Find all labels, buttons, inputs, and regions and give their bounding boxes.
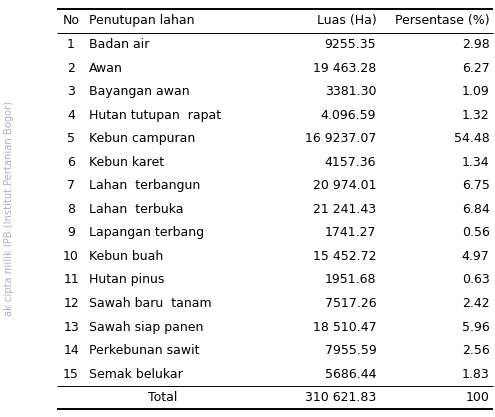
Text: 3381.30: 3381.30: [325, 85, 376, 98]
Text: ak cipta milik IPB (Institut Pertanian Bogor): ak cipta milik IPB (Institut Pertanian B…: [4, 101, 14, 316]
Text: Lahan  terbangun: Lahan terbangun: [89, 179, 200, 192]
Text: 1.09: 1.09: [462, 85, 490, 98]
Text: Perkebunan sawit: Perkebunan sawit: [89, 344, 199, 357]
Text: Badan air: Badan air: [89, 38, 149, 51]
Text: 2.56: 2.56: [462, 344, 490, 357]
Text: 21 241.43: 21 241.43: [313, 203, 376, 216]
Text: 0.56: 0.56: [462, 226, 490, 239]
Text: 5686.44: 5686.44: [325, 368, 376, 381]
Text: Hutan tutupan  rapat: Hutan tutupan rapat: [89, 109, 221, 122]
Text: 310 621.83: 310 621.83: [305, 391, 376, 404]
Text: Sawah baru  tanam: Sawah baru tanam: [89, 297, 211, 310]
Text: 8: 8: [67, 203, 75, 216]
Text: 1951.68: 1951.68: [325, 274, 376, 286]
Text: 7: 7: [67, 179, 75, 192]
Text: 1: 1: [67, 38, 75, 51]
Text: Bayangan awan: Bayangan awan: [89, 85, 189, 98]
Text: 9: 9: [67, 226, 75, 239]
Text: 2: 2: [67, 62, 75, 75]
Text: Sawah siap panen: Sawah siap panen: [89, 321, 203, 334]
Text: 2.98: 2.98: [462, 38, 490, 51]
Text: 19 463.28: 19 463.28: [313, 62, 376, 75]
Text: 5: 5: [67, 132, 75, 145]
Text: Kebun campuran: Kebun campuran: [89, 132, 195, 145]
Text: 54.48: 54.48: [454, 132, 490, 145]
Text: 3: 3: [67, 85, 75, 98]
Text: 4157.36: 4157.36: [325, 156, 376, 169]
Text: Lahan  terbuka: Lahan terbuka: [89, 203, 183, 216]
Text: No: No: [62, 15, 80, 28]
Text: 100: 100: [466, 391, 490, 404]
Text: 6.84: 6.84: [462, 203, 490, 216]
Text: Total: Total: [148, 391, 177, 404]
Text: Hutan pinus: Hutan pinus: [89, 274, 164, 286]
Text: 4.096.59: 4.096.59: [321, 109, 376, 122]
Text: 6.75: 6.75: [462, 179, 490, 192]
Text: Lapangan terbang: Lapangan terbang: [89, 226, 204, 239]
Text: 11: 11: [63, 274, 79, 286]
Text: 1.83: 1.83: [462, 368, 490, 381]
Text: Semak belukar: Semak belukar: [89, 368, 183, 381]
Text: 6: 6: [67, 156, 75, 169]
Text: 7955.59: 7955.59: [325, 344, 376, 357]
Text: Awan: Awan: [89, 62, 123, 75]
Text: 15: 15: [63, 368, 79, 381]
Text: Persentase (%): Persentase (%): [395, 15, 490, 28]
Text: 7517.26: 7517.26: [325, 297, 376, 310]
Text: Luas (Ha): Luas (Ha): [316, 15, 376, 28]
Text: 13: 13: [63, 321, 79, 334]
Text: 4.97: 4.97: [462, 250, 490, 263]
Text: 14: 14: [63, 344, 79, 357]
Text: 6.27: 6.27: [462, 62, 490, 75]
Text: 20 974.01: 20 974.01: [313, 179, 376, 192]
Text: Penutupan lahan: Penutupan lahan: [89, 15, 194, 28]
Text: 0.63: 0.63: [462, 274, 490, 286]
Text: 4: 4: [67, 109, 75, 122]
Text: 1741.27: 1741.27: [325, 226, 376, 239]
Text: 15 452.72: 15 452.72: [313, 250, 376, 263]
Text: 10: 10: [63, 250, 79, 263]
Text: 16 9237.07: 16 9237.07: [305, 132, 376, 145]
Text: Kebun karet: Kebun karet: [89, 156, 164, 169]
Text: 2.42: 2.42: [462, 297, 490, 310]
Text: 12: 12: [63, 297, 79, 310]
Text: 1.34: 1.34: [462, 156, 490, 169]
Text: Kebun buah: Kebun buah: [89, 250, 163, 263]
Text: 5.96: 5.96: [462, 321, 490, 334]
Text: 1.32: 1.32: [462, 109, 490, 122]
Text: 9255.35: 9255.35: [325, 38, 376, 51]
Text: 18 510.47: 18 510.47: [313, 321, 376, 334]
